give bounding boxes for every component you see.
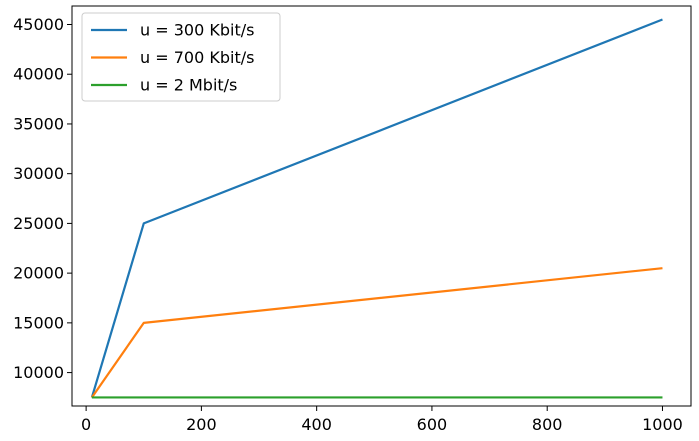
x-tick-label: 1000 [642,415,683,434]
legend-label: u = 300 Kbit/s [140,21,254,40]
x-tick-label: 600 [417,415,448,434]
legend-label: u = 2 Mbit/s [140,76,237,95]
y-tick-label: 40000 [13,65,64,84]
y-tick-label: 35000 [13,114,64,133]
y-axis: 10000 15000 20000 25000 30000 35000 40000 45000 [13,15,72,382]
y-tick-label: 10000 [13,363,64,382]
x-tick-label: 400 [301,415,332,434]
y-tick-label: 30000 [13,164,64,183]
legend-label: u = 700 Kbit/s [140,48,254,67]
x-tick-label: 0 [81,415,91,434]
plot-frame [71,5,692,407]
x-tick-label: 800 [532,415,563,434]
y-tick-label: 25000 [13,214,64,233]
series-line [90,18,663,398]
series-line [90,267,663,399]
y-tick-label: 20000 [13,264,64,283]
plot-lines [90,18,663,399]
legend: u = 300 Kbit/s u = 700 Kbit/s u = 2 Mbit/s [81,12,281,102]
legend-box [81,12,281,102]
x-tick-label: 200 [186,415,217,434]
x-axis: 0 200 400 600 800 1000 [81,406,683,434]
y-tick-label: 15000 [13,313,64,332]
y-tick-label: 45000 [13,15,64,34]
